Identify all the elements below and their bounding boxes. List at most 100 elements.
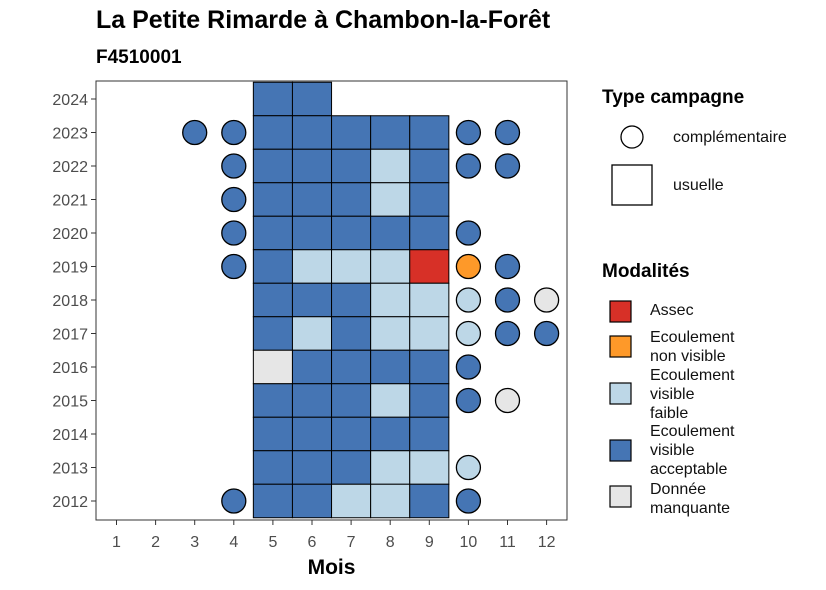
- dot-2015-11: [494, 387, 521, 414]
- tile-2018-6: [291, 282, 333, 318]
- legend-label-line: non visible: [650, 348, 726, 365]
- x-tick-label: 1: [112, 534, 121, 551]
- tile-2019-9: [409, 249, 450, 284]
- tile-2018-8: [370, 282, 411, 318]
- tile-2013-5: [252, 450, 293, 485]
- tile-2014-7: [331, 416, 372, 452]
- tile-2014-9: [409, 416, 450, 452]
- tile-2017-6: [291, 316, 333, 351]
- dot-2020-10: [455, 220, 482, 246]
- dot-2022-4: [221, 153, 247, 179]
- x-tick-label: 2: [151, 534, 160, 551]
- legend-label-line: visible: [650, 442, 695, 459]
- legend-label-line: visible: [650, 386, 695, 403]
- tile-2021-9: [409, 182, 450, 217]
- tile-2022-6: [291, 148, 333, 184]
- dot-2022-10: [455, 153, 482, 179]
- legend-label-manquante: Donnée manquante: [650, 480, 730, 518]
- x-tick-label: 11: [499, 534, 516, 551]
- dot-2018-12: [533, 287, 560, 313]
- tile-2022-9: [409, 148, 450, 184]
- y-tick-label: 2023: [52, 126, 88, 143]
- tile-2016-9: [409, 349, 450, 385]
- x-tick-label: 10: [460, 534, 478, 551]
- dot-2012-4: [221, 488, 247, 514]
- dot-2023-4: [221, 119, 247, 146]
- dot-2023-3: [182, 119, 208, 146]
- dot-2020-4: [221, 220, 247, 246]
- tile-2015-5: [252, 383, 293, 418]
- chart-subtitle: F4510001: [96, 47, 182, 68]
- dot-2018-11: [494, 287, 521, 313]
- tile-2016-8: [370, 349, 411, 385]
- tile-2018-9: [409, 282, 450, 318]
- tile-2015-8: [370, 383, 411, 418]
- tile-2019-7: [331, 249, 372, 284]
- dot-2019-11: [494, 253, 521, 280]
- legend-key-faible: [609, 382, 632, 405]
- x-tick-label: 12: [538, 534, 556, 551]
- tile-2021-5: [252, 182, 293, 217]
- y-tick-label: 2022: [52, 159, 88, 176]
- dot-2018-10: [455, 287, 482, 313]
- tile-2022-5: [252, 148, 293, 184]
- dot-2019-4: [221, 253, 247, 280]
- tile-2017-5: [252, 316, 293, 351]
- legend-label-line: acceptable: [650, 461, 728, 478]
- legend-label-line: manquante: [650, 500, 731, 517]
- tile-2022-8: [370, 148, 411, 184]
- tile-2016-5: [252, 349, 293, 385]
- tile-2020-5: [252, 215, 293, 251]
- x-axis-label: Mois: [308, 556, 356, 579]
- tile-2023-7: [331, 115, 372, 150]
- y-tick-label: 2020: [52, 226, 88, 243]
- tile-2015-6: [291, 383, 333, 418]
- tile-2019-5: [252, 249, 293, 284]
- x-tick-label: 6: [308, 534, 317, 551]
- y-tick-label: 2015: [52, 394, 88, 411]
- y-tick-label: 2017: [52, 327, 88, 344]
- tile-2015-7: [331, 383, 372, 418]
- tile-2018-7: [331, 282, 372, 318]
- dot-2012-10: [455, 488, 482, 514]
- legend-label-line: Ecoulement: [650, 329, 735, 346]
- dot-2017-12: [533, 320, 560, 347]
- dot-2015-10: [455, 387, 482, 414]
- dot-2017-10: [455, 320, 482, 347]
- tile-2020-9: [409, 215, 450, 251]
- tile-2016-7: [331, 349, 372, 385]
- tile-2013-8: [370, 450, 411, 485]
- dot-2023-11: [494, 119, 521, 146]
- y-tick-label: 2013: [52, 461, 88, 478]
- dot-2021-4: [221, 186, 247, 213]
- tile-2024-5: [252, 81, 293, 117]
- tile-2021-8: [370, 182, 411, 217]
- chart-title: La Petite Rimarde à Chambon-la-Forêt: [96, 6, 551, 34]
- legend-circle-symbol: [620, 125, 644, 149]
- y-tick-label: 2024: [52, 92, 88, 109]
- tile-2018-5: [252, 282, 293, 318]
- tile-2014-6: [291, 416, 333, 452]
- tile-2020-8: [370, 215, 411, 251]
- legend-key-manquante: [609, 485, 632, 508]
- legend-label-faible: Ecoulement visible faible: [650, 366, 735, 423]
- tile-2019-6: [291, 249, 333, 284]
- tile-2017-9: [409, 316, 450, 351]
- tile-2023-5: [252, 115, 293, 150]
- legend-label-usuelle: usuelle: [673, 177, 724, 194]
- tile-2016-6: [291, 349, 333, 385]
- tile-2023-8: [370, 115, 411, 150]
- tile-2012-9: [409, 483, 450, 519]
- legend-label-line: faible: [650, 405, 689, 422]
- tile-2012-7: [331, 483, 372, 519]
- x-tick-label: 5: [268, 534, 277, 551]
- tile-2022-7: [331, 148, 372, 184]
- y-tick-label: 2016: [52, 360, 88, 377]
- tile-2017-8: [370, 316, 411, 351]
- y-tick-label: 2012: [52, 494, 88, 511]
- tile-2019-8: [370, 249, 411, 284]
- tile-2020-7: [331, 215, 372, 251]
- legend-square-symbol: [611, 164, 653, 206]
- x-tick-label: 7: [347, 534, 356, 551]
